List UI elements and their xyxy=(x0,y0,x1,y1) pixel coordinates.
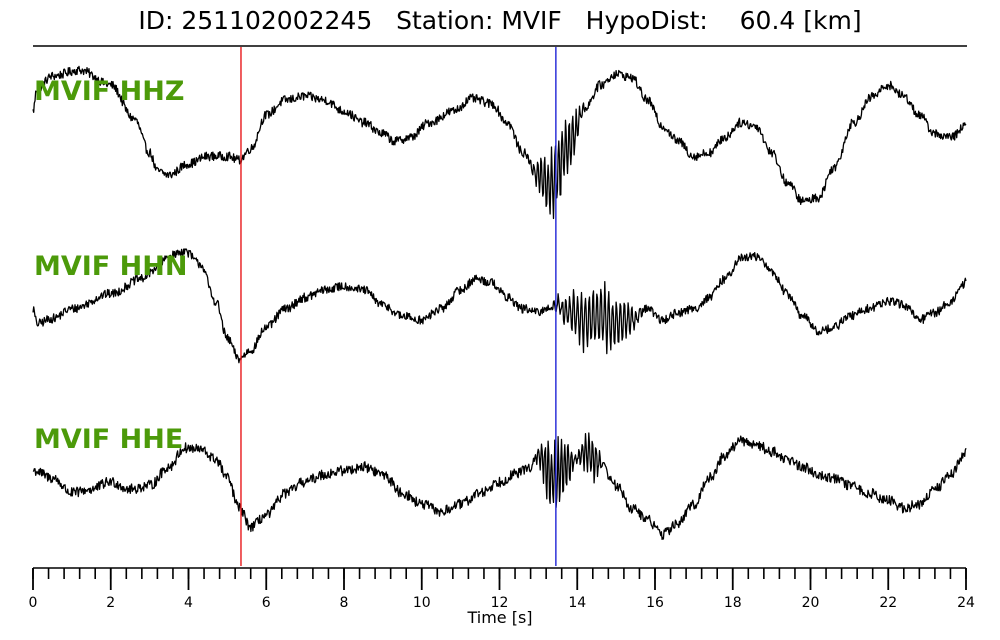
event-id: 251102002245 xyxy=(181,6,373,35)
x-tick-label: 20 xyxy=(802,595,820,611)
x-tick-label: 22 xyxy=(879,595,897,611)
id-label: ID: xyxy=(138,6,174,35)
x-tick-label: 24 xyxy=(957,595,975,611)
station-label: Station: xyxy=(396,6,494,35)
x-tick-label: 10 xyxy=(413,595,431,611)
pick-markers-group xyxy=(240,47,557,566)
trace-label-hhn: MVIF HHN xyxy=(34,251,187,282)
x-axis: 0 2 4 6 8 10 12 14 16 18 20 22 24 xyxy=(29,567,975,611)
hypodist-unit: [km] xyxy=(803,6,862,35)
x-tick-label: 0 xyxy=(29,595,38,611)
x-tick-label: 2 xyxy=(106,595,115,611)
x-tick-label: 4 xyxy=(184,595,193,611)
x-axis-label: Time [s] xyxy=(466,608,532,627)
x-tick-label: 16 xyxy=(646,595,664,611)
traces-group xyxy=(32,65,967,541)
x-tick-label: 6 xyxy=(262,595,271,611)
station-value: MVIF xyxy=(501,6,562,35)
hypodist-label: HypoDist: xyxy=(585,6,708,35)
trace-hhe xyxy=(32,432,967,541)
trace-hhn xyxy=(32,248,967,364)
trace-hhz xyxy=(32,65,967,220)
trace-labels-group: MVIF HHZ MVIF HHN MVIF HHE xyxy=(34,76,187,455)
hypodist-value: 60.4 xyxy=(739,6,796,35)
chart-title: ID: 251102002245 Station: MVIF HypoDist:… xyxy=(0,6,1000,35)
trace-label-hhz: MVIF HHZ xyxy=(34,76,184,107)
trace-label-hhe: MVIF HHE xyxy=(34,424,183,455)
x-tick-label: 14 xyxy=(568,595,586,611)
x-tick-label: 8 xyxy=(340,595,349,611)
x-tick-label: 18 xyxy=(724,595,742,611)
x-tick-label: 12 xyxy=(491,595,509,611)
